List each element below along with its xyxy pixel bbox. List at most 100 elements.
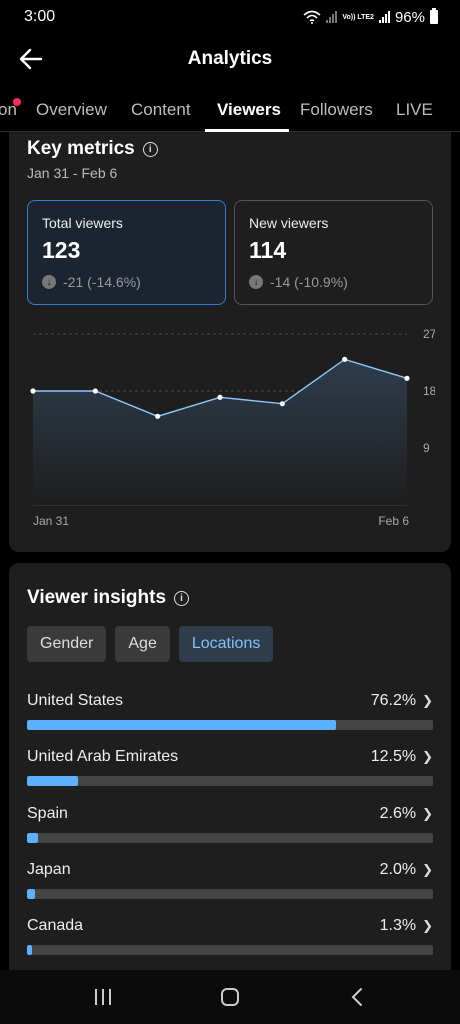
notification-dot [13, 98, 21, 106]
tab-live[interactable]: LIVE [396, 100, 433, 119]
tab-partial[interactable]: on [0, 100, 17, 119]
location-bar-fill [27, 720, 337, 730]
chart-point [279, 401, 285, 407]
y-tick-label: 9 [423, 441, 430, 455]
info-icon[interactable]: i [174, 590, 190, 606]
metric-change: ↓ -21 (-14.6%) [42, 274, 211, 290]
key-metrics-title: Key metrics [27, 138, 135, 159]
filter-gender[interactable]: Gender [27, 626, 107, 662]
chevron-right-icon: ❯ [422, 918, 433, 933]
location-bar-fill [27, 776, 78, 786]
location-row-united-arab-emirates[interactable]: United Arab Emirates 12.5% ❯ [27, 748, 433, 794]
metric-change-text: -14 (-10.9%) [270, 274, 348, 290]
location-name: Spain [27, 805, 68, 822]
location-percent-text: 1.3% [379, 917, 417, 934]
recent-apps-button[interactable] [83, 977, 123, 1017]
home-icon [220, 988, 239, 1006]
location-row-canada[interactable]: Canada 1.3% ❯ [27, 917, 433, 963]
metric-new-viewers[interactable]: New viewers 114 ↓ -14 (-10.9%) [234, 200, 433, 305]
location-name: United Arab Emirates [27, 748, 179, 765]
metric-total-viewers[interactable]: Total viewers 123 ↓ -21 (-14.6%) [27, 200, 226, 305]
tab-content[interactable]: Content [131, 100, 191, 119]
date-range: Jan 31 - Feb 6 [27, 165, 118, 181]
location-name: United States [27, 692, 124, 709]
metric-label: New viewers [249, 215, 329, 231]
signal-icon-sim1 [326, 11, 338, 23]
location-percent: 2.0% ❯ [380, 861, 433, 879]
location-percent-text: 76.2% [370, 692, 417, 709]
signal-icon-sim2 [378, 11, 390, 23]
filter-locations[interactable]: Locations [178, 626, 274, 662]
back-arrow-icon[interactable] [18, 46, 44, 72]
location-bar-fill [27, 945, 33, 955]
back-button[interactable] [337, 977, 377, 1017]
chevron-right-icon: ❯ [422, 749, 433, 764]
key-metrics-heading: Key metrics i [27, 138, 158, 160]
location-percent-text: 2.0% [379, 861, 417, 878]
app-header: Analytics [0, 36, 460, 82]
location-bar-track [27, 945, 433, 955]
status-icons: Vo)) LTE2 96% [303, 8, 438, 26]
location-row-united-states[interactable]: United States 76.2% ❯ [27, 692, 433, 738]
insight-filters: Gender Age Locations [27, 626, 274, 662]
location-percent-text: 2.6% [379, 805, 417, 822]
chart-area-fill [33, 359, 407, 505]
viewer-insights-card: Viewer insights i Gender Age Locations U… [9, 563, 451, 983]
location-bar-track [27, 889, 433, 899]
active-tab-indicator [205, 129, 289, 132]
viewer-insights-heading: Viewer insights i [27, 587, 190, 609]
metric-label: Total viewers [42, 215, 123, 231]
key-metrics-card: Key metrics i Jan 31 - Feb 6 Total viewe… [9, 132, 451, 552]
status-bar: 3:00 Vo)) LTE2 96% [0, 0, 460, 34]
chart-point [342, 356, 348, 362]
chevron-right-icon: ❯ [422, 862, 433, 877]
page-title: Analytics [187, 48, 273, 69]
chart-point [217, 394, 223, 400]
metric-value: 114 [249, 237, 287, 263]
chart-point [30, 388, 36, 394]
chevron-right-icon: ❯ [422, 806, 433, 821]
tab-overview[interactable]: Overview [36, 100, 107, 119]
location-bar-fill [27, 833, 38, 843]
chevron-right-icon: ❯ [422, 693, 433, 708]
info-icon[interactable]: i [142, 141, 158, 157]
wifi-icon [303, 10, 321, 24]
tab-viewers[interactable]: Viewers [217, 100, 281, 119]
location-bar-track [27, 833, 433, 843]
location-name: Japan [27, 861, 71, 878]
battery-percent: 96% [394, 8, 425, 26]
location-row-spain[interactable]: Spain 2.6% ❯ [27, 805, 433, 851]
filter-age[interactable]: Age [115, 626, 170, 662]
x-tick-label: Feb 6 [378, 514, 409, 528]
location-bar-track [27, 720, 433, 730]
y-tick-label: 18 [423, 384, 435, 398]
location-bar-track [27, 776, 433, 786]
back-icon [351, 988, 362, 1006]
home-button[interactable] [210, 977, 250, 1017]
tab-bar: on Overview Content Viewers Followers LI… [0, 90, 460, 132]
volte-badge: Vo)) LTE2 [342, 13, 374, 21]
tab-followers[interactable]: Followers [300, 100, 373, 119]
chart-point [404, 375, 410, 381]
status-time: 3:00 [24, 8, 56, 25]
arrow-down-circle-icon: ↓ [42, 275, 56, 289]
system-nav-bar [0, 970, 460, 1024]
arrow-down-circle-icon: ↓ [249, 275, 263, 289]
location-bar-fill [27, 889, 36, 899]
metric-value: 123 [42, 237, 81, 263]
metric-change: ↓ -14 (-10.9%) [249, 274, 418, 290]
battery-icon [430, 8, 438, 24]
metric-change-text: -21 (-14.6%) [63, 274, 141, 290]
viewers-chart: 27 18 9 Jan 31 Feb 6 [30, 327, 435, 528]
location-percent-text: 12.5% [370, 748, 417, 765]
location-row-japan[interactable]: Japan 2.0% ❯ [27, 861, 433, 907]
location-percent: 1.3% ❯ [380, 917, 433, 935]
viewer-insights-title: Viewer insights [27, 587, 167, 608]
location-name: Canada [27, 917, 84, 934]
location-percent: 2.6% ❯ [380, 805, 433, 823]
chart-point [92, 388, 98, 394]
location-percent: 76.2% ❯ [371, 692, 433, 710]
y-tick-label: 27 [423, 327, 435, 341]
location-percent: 12.5% ❯ [371, 748, 433, 766]
recent-apps-icon [95, 989, 112, 1005]
